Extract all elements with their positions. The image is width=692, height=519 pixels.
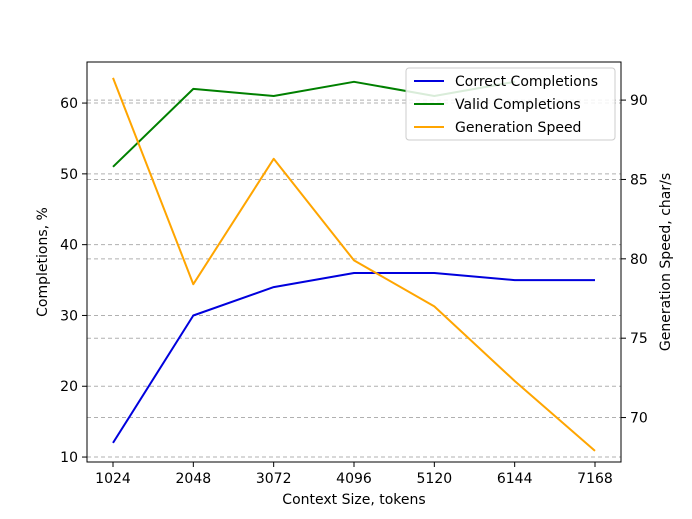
legend-label-generation-speed: Generation Speed <box>455 120 581 136</box>
right-y-tick-label: 90 <box>630 93 648 109</box>
right-y-tick-label: 80 <box>630 252 648 268</box>
left-y-tick-label: 40 <box>60 238 78 254</box>
legend-label-correct-completions: Correct Completions <box>455 74 598 90</box>
right-y-tick-label: 75 <box>630 331 648 347</box>
left-y-axis-label: Completions, % <box>35 207 51 317</box>
legend: Correct Completions Valid Completions Gene… <box>405 67 616 141</box>
legend-label-valid-completions: Valid Completions <box>455 97 581 113</box>
right-y-tick-label: 70 <box>630 411 648 427</box>
x-tick-label: 5120 <box>417 471 453 487</box>
series-line-correct-completions <box>112 272 595 444</box>
x-axis: 1024 2048 3072 4096 5120 6144 7168 <box>95 462 613 487</box>
x-tick-label: 6144 <box>497 471 533 487</box>
left-y-axis: 10 20 30 40 50 60 <box>60 96 87 466</box>
left-y-tick-label: 30 <box>60 308 78 324</box>
right-y-tick-label: 85 <box>630 172 648 188</box>
x-axis-label: Context Size, tokens <box>282 492 425 508</box>
x-tick-label: 4096 <box>336 471 372 487</box>
legend-box <box>405 67 616 141</box>
left-y-tick-label: 20 <box>60 379 78 395</box>
right-y-axis-label: Generation Speed, char/s <box>658 173 674 351</box>
x-tick-label: 2048 <box>176 471 212 487</box>
x-tick-label: 7168 <box>577 471 613 487</box>
x-tick-label: 1024 <box>95 471 131 487</box>
right-y-axis: 70 75 80 85 90 <box>621 93 648 427</box>
x-tick-label: 3072 <box>256 471 292 487</box>
left-y-tick-label: 50 <box>60 167 78 183</box>
left-y-tick-label: 10 <box>60 450 78 466</box>
left-y-tick-label: 60 <box>60 96 78 112</box>
series-line-generation-speed <box>112 77 596 452</box>
